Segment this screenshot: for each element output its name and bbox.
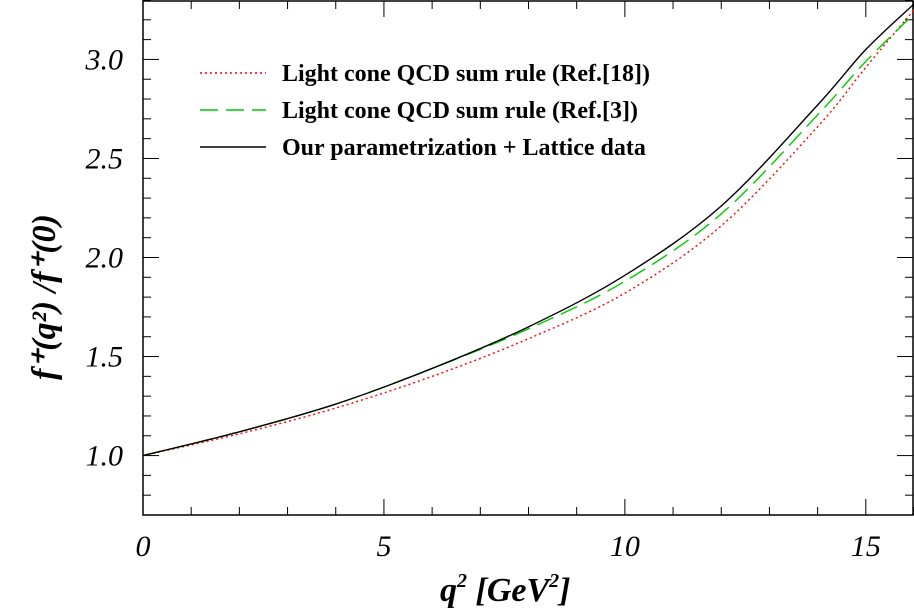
y-axis-label: f⁺(q²) /f⁺(0) <box>26 214 63 380</box>
x-tick-label: 15 <box>851 530 881 563</box>
series-line-1 <box>142 9 914 457</box>
y-tick-label: 1.5 <box>86 341 124 374</box>
legend: Light cone QCD sum rule (Ref.[18]) Light … <box>200 61 650 161</box>
x-tick-label: 10 <box>610 530 640 563</box>
axes: 0 5 10 15 1.0 1.5 2.0 2.5 3.0 <box>85 0 914 563</box>
x-axis-label-main: q <box>440 572 457 609</box>
x-axis-label-sup: 2 <box>456 570 467 592</box>
legend-label-3: Our parametrization + Lattice data <box>282 135 646 161</box>
legend-label-2: Light cone QCD sum rule (Ref.[3]) <box>282 98 638 124</box>
x-axis-label-rest: [GeV <box>467 572 551 609</box>
legend-label-1: Light cone QCD sum rule (Ref.[18]) <box>282 61 650 87</box>
x-axis-label: q2 [GeV2] <box>440 570 570 609</box>
series-line-3 <box>142 3 914 457</box>
y-tick-label: 2.5 <box>86 142 124 175</box>
series-lines <box>142 3 914 457</box>
y-tick-label: 2.0 <box>86 242 124 275</box>
series-line-2 <box>142 13 914 457</box>
x-axis-label-unit-sup: 2 <box>548 570 559 592</box>
x-tick-label: 0 <box>136 530 151 563</box>
axis-labels: q2 [GeV2] f⁺(q²) /f⁺(0) <box>26 214 570 609</box>
y-tick-label: 3.0 <box>85 43 124 76</box>
y-tick-label: 1.0 <box>86 440 124 473</box>
x-tick-label: 5 <box>376 530 391 563</box>
x-axis-label-close: ] <box>557 572 570 609</box>
